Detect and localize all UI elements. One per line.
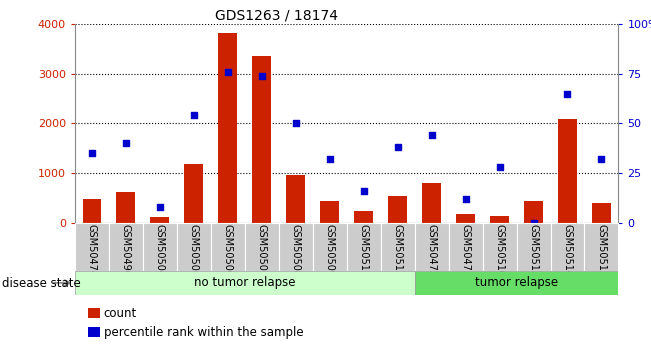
Bar xyxy=(75,223,109,271)
Point xyxy=(120,140,131,146)
Bar xyxy=(150,217,169,223)
Text: GSM50514: GSM50514 xyxy=(562,224,572,277)
Bar xyxy=(253,56,271,223)
Bar xyxy=(381,223,415,271)
Bar xyxy=(109,223,143,271)
Point xyxy=(359,188,369,194)
Point xyxy=(256,73,267,79)
Bar xyxy=(490,216,509,223)
Text: GDS1263 / 18174: GDS1263 / 18174 xyxy=(215,9,338,23)
Point xyxy=(426,132,437,138)
Text: GSM50507: GSM50507 xyxy=(256,224,267,277)
Text: GSM50510: GSM50510 xyxy=(495,224,505,277)
Text: GSM50475: GSM50475 xyxy=(460,224,471,277)
Text: no tumor relapse: no tumor relapse xyxy=(194,276,296,289)
Bar xyxy=(218,33,237,223)
Bar xyxy=(279,223,312,271)
Text: count: count xyxy=(104,307,137,321)
Text: GSM50508: GSM50508 xyxy=(291,224,301,277)
Bar xyxy=(312,223,346,271)
Text: GSM50515: GSM50515 xyxy=(596,224,607,277)
Text: tumor relapse: tumor relapse xyxy=(475,276,558,289)
Text: disease state: disease state xyxy=(2,277,81,290)
Point xyxy=(223,69,233,75)
Bar xyxy=(516,223,551,271)
Text: GSM50513: GSM50513 xyxy=(529,224,538,277)
Bar xyxy=(320,201,339,223)
Text: GSM50473: GSM50473 xyxy=(426,224,437,277)
Bar xyxy=(143,223,177,271)
Point xyxy=(562,91,573,96)
Bar xyxy=(211,223,245,271)
Bar xyxy=(524,201,543,223)
Bar xyxy=(415,223,449,271)
Bar xyxy=(354,211,373,223)
Bar xyxy=(456,214,475,223)
Bar xyxy=(117,192,135,223)
Bar xyxy=(551,223,585,271)
Bar xyxy=(177,223,211,271)
Bar xyxy=(184,164,203,223)
Text: GSM50504: GSM50504 xyxy=(155,224,165,277)
Bar xyxy=(558,119,577,223)
Text: percentile rank within the sample: percentile rank within the sample xyxy=(104,326,303,339)
Point xyxy=(460,196,471,201)
Bar xyxy=(415,271,618,295)
Point xyxy=(189,113,199,118)
Text: GSM50506: GSM50506 xyxy=(223,224,233,277)
Point xyxy=(393,144,403,150)
Text: GSM50474: GSM50474 xyxy=(87,224,97,277)
Bar xyxy=(75,271,415,295)
Text: GSM50511: GSM50511 xyxy=(359,224,368,277)
Point xyxy=(87,150,97,156)
Bar xyxy=(592,203,611,223)
Bar xyxy=(585,223,618,271)
Bar xyxy=(422,183,441,223)
Point xyxy=(494,164,505,170)
Point xyxy=(596,156,607,162)
Bar xyxy=(482,223,516,271)
Bar xyxy=(245,223,279,271)
Point xyxy=(529,220,539,225)
Text: GSM50496: GSM50496 xyxy=(121,224,131,277)
Text: GSM50509: GSM50509 xyxy=(325,224,335,277)
Bar xyxy=(449,223,482,271)
Point xyxy=(290,121,301,126)
Bar xyxy=(83,199,101,223)
Bar xyxy=(286,175,305,223)
Text: GSM50505: GSM50505 xyxy=(189,224,199,277)
Point xyxy=(154,204,165,209)
Point xyxy=(324,156,335,162)
Bar xyxy=(388,196,407,223)
Bar xyxy=(346,223,381,271)
Text: GSM50512: GSM50512 xyxy=(393,224,402,277)
